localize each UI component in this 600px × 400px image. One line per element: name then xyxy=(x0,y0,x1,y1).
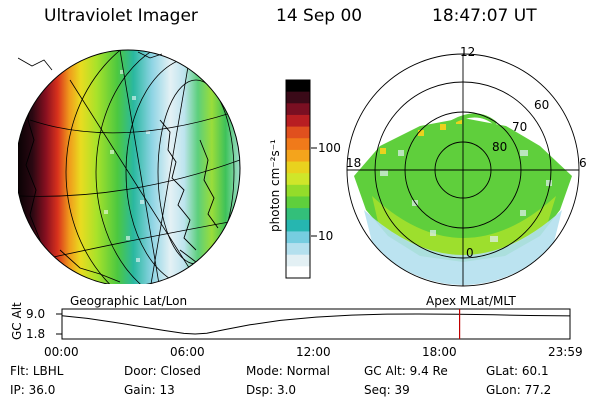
status-dsp: Dsp: 3.0 xyxy=(246,383,297,397)
noise-speckle xyxy=(104,70,150,262)
mlat-label-70: 70 xyxy=(512,120,528,134)
image-date: 14 Sep 00 xyxy=(276,6,363,26)
colorbar-tick-10: 10 xyxy=(318,229,334,243)
colorbar-swatch xyxy=(286,91,310,104)
colorbar-swatch xyxy=(286,126,310,139)
colorbar-swatch xyxy=(286,149,310,163)
timeline-xtick-2: 12:00 xyxy=(296,345,331,359)
mlt-label-18: 18 xyxy=(346,156,362,170)
mlat-label-80: 80 xyxy=(492,140,508,154)
colorbar-swatch xyxy=(286,114,310,128)
instrument-title: Ultraviolet Imager xyxy=(44,6,198,26)
timeline-xtick-4: 23:59 xyxy=(548,345,583,359)
colorbar-swatch xyxy=(286,173,310,186)
status-door: Door: Closed xyxy=(124,364,201,378)
mlt-label-6: 6 xyxy=(579,156,587,170)
status-ip: IP: 36.0 xyxy=(10,383,56,397)
colorbar-swatch xyxy=(286,138,310,151)
colorbar-tick-100: 100 xyxy=(318,141,341,155)
status-glat: GLat: 60.1 xyxy=(486,364,549,378)
timeline-ytick-bottom: 1.8 xyxy=(26,327,46,341)
status-glon: GLon: 77.2 xyxy=(486,383,552,397)
colorbar-swatch xyxy=(286,254,310,267)
mlat-label-60: 60 xyxy=(534,98,550,112)
status-gain: Gain: 13 xyxy=(124,383,175,397)
image-time: 18:47:07 UT xyxy=(432,6,537,26)
colorbar-swatch xyxy=(286,266,310,279)
timeline-ytick-top: 9.0 xyxy=(26,307,46,321)
status-seq: Seq: 39 xyxy=(364,383,410,397)
timeline-axis-label: GC Alt xyxy=(10,302,24,340)
timeline-xtick-3: 18:00 xyxy=(422,345,457,359)
dayside-arc xyxy=(380,118,462,154)
mlt-label-0: 0 xyxy=(466,246,474,260)
colorbar-swatch xyxy=(286,184,310,197)
left-projection-label: Geographic Lat/Lon xyxy=(70,294,188,308)
status-mode: Mode: Normal xyxy=(246,364,330,378)
colorbar-swatch xyxy=(286,231,310,244)
status-gc-alt: GC Alt: 9.4 Re xyxy=(364,364,448,378)
altitude-curve xyxy=(61,313,571,335)
right-projection-label: Apex MLat/MLT xyxy=(426,294,516,308)
colorbar-swatch xyxy=(286,208,310,221)
colorbar-swatch xyxy=(286,161,310,174)
colorbar-swatch xyxy=(286,219,310,232)
mlt-label-12: 12 xyxy=(460,45,476,59)
mlat-grid xyxy=(346,53,580,287)
colorbar-swatch xyxy=(286,196,310,209)
uv-emission-image xyxy=(18,50,240,284)
timeline-xtick-1: 06:00 xyxy=(170,345,205,359)
colorbar-swatch xyxy=(286,243,310,256)
colorbar-swatch xyxy=(286,103,310,116)
colorbar-frame xyxy=(285,79,311,279)
timeline-xtick-0: 00:00 xyxy=(44,345,79,359)
status-filter: Flt: LBHL xyxy=(10,364,64,378)
timeline-frame xyxy=(61,308,571,340)
colorbar-swatch xyxy=(286,80,310,93)
